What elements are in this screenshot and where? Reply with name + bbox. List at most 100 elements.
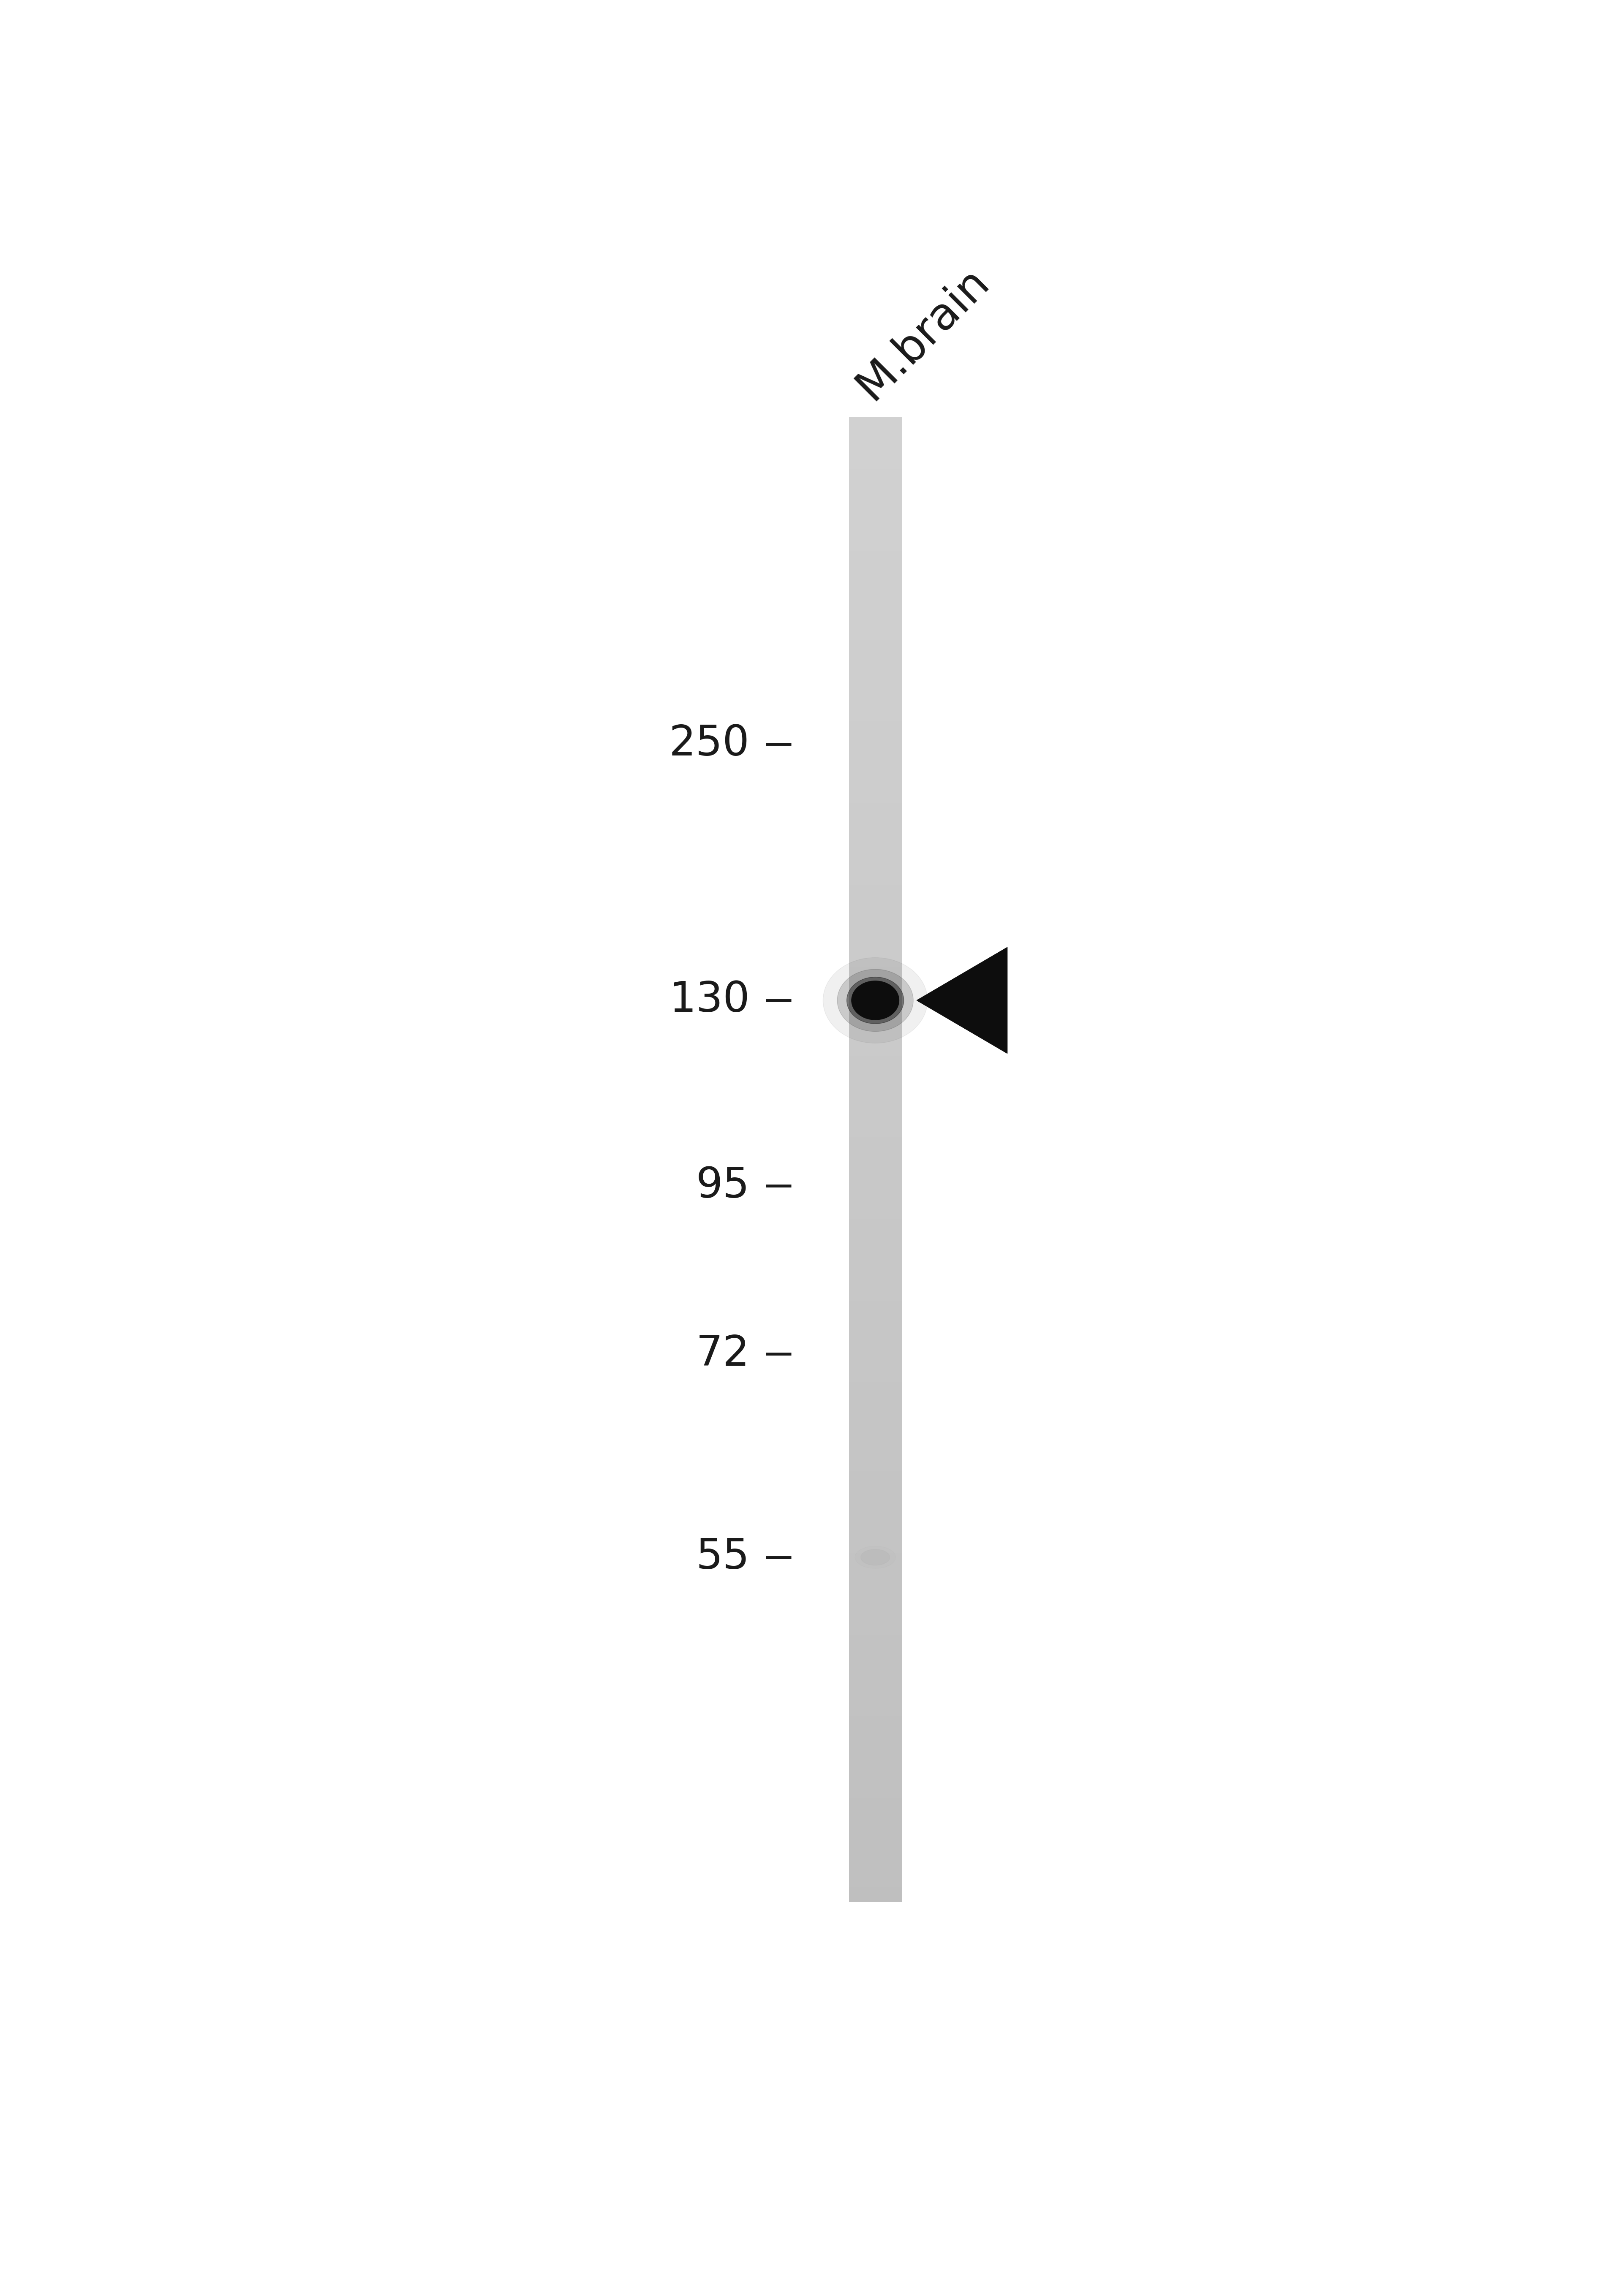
Bar: [848, 1419, 902, 1426]
Bar: [848, 618, 902, 625]
Bar: [848, 1642, 902, 1649]
Bar: [848, 1515, 902, 1522]
Bar: [848, 1412, 902, 1419]
Bar: [848, 781, 902, 788]
Bar: [848, 1159, 902, 1166]
Bar: [848, 1322, 902, 1329]
Bar: [848, 698, 902, 707]
Ellipse shape: [822, 957, 928, 1042]
Bar: [848, 1775, 902, 1784]
Bar: [848, 661, 902, 670]
Bar: [848, 1678, 902, 1688]
Bar: [848, 558, 902, 565]
Bar: [848, 824, 902, 833]
Bar: [848, 595, 902, 602]
Bar: [848, 461, 902, 468]
Bar: [848, 1561, 902, 1568]
Bar: [848, 1189, 902, 1196]
Bar: [848, 1263, 902, 1272]
Bar: [848, 1339, 902, 1345]
Bar: [848, 1130, 902, 1137]
Bar: [848, 1894, 902, 1901]
Bar: [848, 877, 902, 884]
Bar: [848, 1146, 902, 1153]
Bar: [848, 1286, 902, 1293]
Bar: [848, 1701, 902, 1708]
Bar: [848, 535, 902, 544]
Bar: [848, 1116, 902, 1123]
Bar: [848, 1552, 902, 1561]
Bar: [848, 625, 902, 631]
Bar: [848, 528, 902, 535]
Bar: [848, 521, 902, 528]
Polygon shape: [916, 948, 1007, 1054]
Bar: [848, 804, 902, 810]
Bar: [848, 937, 902, 944]
Bar: [848, 1887, 902, 1894]
Bar: [848, 930, 902, 937]
Bar: [848, 1389, 902, 1396]
Bar: [848, 475, 902, 484]
Bar: [848, 1345, 902, 1352]
Bar: [848, 551, 902, 558]
Bar: [848, 1435, 902, 1442]
Bar: [848, 914, 902, 923]
Bar: [848, 1545, 902, 1552]
Bar: [848, 1019, 902, 1026]
Bar: [848, 1249, 902, 1256]
Bar: [848, 1100, 902, 1107]
Bar: [848, 677, 902, 684]
Bar: [848, 1040, 902, 1047]
Bar: [848, 1612, 902, 1621]
Bar: [848, 1486, 902, 1495]
Bar: [848, 631, 902, 641]
Bar: [848, 1033, 902, 1040]
Text: 72: 72: [696, 1334, 749, 1375]
Bar: [848, 1173, 902, 1182]
Bar: [848, 1226, 902, 1233]
Bar: [848, 602, 902, 611]
Bar: [848, 1316, 902, 1322]
Bar: [848, 1153, 902, 1159]
Bar: [848, 907, 902, 914]
Bar: [848, 1671, 902, 1678]
Bar: [848, 1635, 902, 1642]
Bar: [848, 425, 902, 432]
Bar: [848, 1502, 902, 1508]
Bar: [848, 960, 902, 967]
Bar: [848, 751, 902, 758]
Bar: [848, 1871, 902, 1880]
Bar: [848, 1329, 902, 1339]
Bar: [848, 468, 902, 475]
Bar: [848, 1575, 902, 1582]
Bar: [848, 737, 902, 744]
Bar: [848, 1851, 902, 1857]
Bar: [848, 1182, 902, 1189]
Bar: [848, 581, 902, 588]
Bar: [848, 1093, 902, 1100]
Bar: [848, 1456, 902, 1465]
Bar: [848, 647, 902, 654]
Bar: [848, 641, 902, 647]
Bar: [848, 1688, 902, 1694]
Bar: [848, 1568, 902, 1575]
Bar: [848, 1717, 902, 1724]
Bar: [848, 1212, 902, 1219]
Bar: [848, 1472, 902, 1479]
Bar: [848, 870, 902, 877]
Bar: [848, 1768, 902, 1775]
Bar: [848, 1835, 902, 1844]
Bar: [848, 1821, 902, 1828]
Text: 95: 95: [696, 1166, 749, 1205]
Bar: [848, 1272, 902, 1279]
Bar: [848, 1665, 902, 1671]
Bar: [848, 1047, 902, 1056]
Bar: [848, 1300, 902, 1309]
Bar: [848, 1745, 902, 1754]
Bar: [848, 588, 902, 595]
Bar: [848, 1694, 902, 1701]
Bar: [848, 1531, 902, 1538]
Bar: [848, 1219, 902, 1226]
Bar: [848, 1166, 902, 1173]
Bar: [848, 439, 902, 448]
